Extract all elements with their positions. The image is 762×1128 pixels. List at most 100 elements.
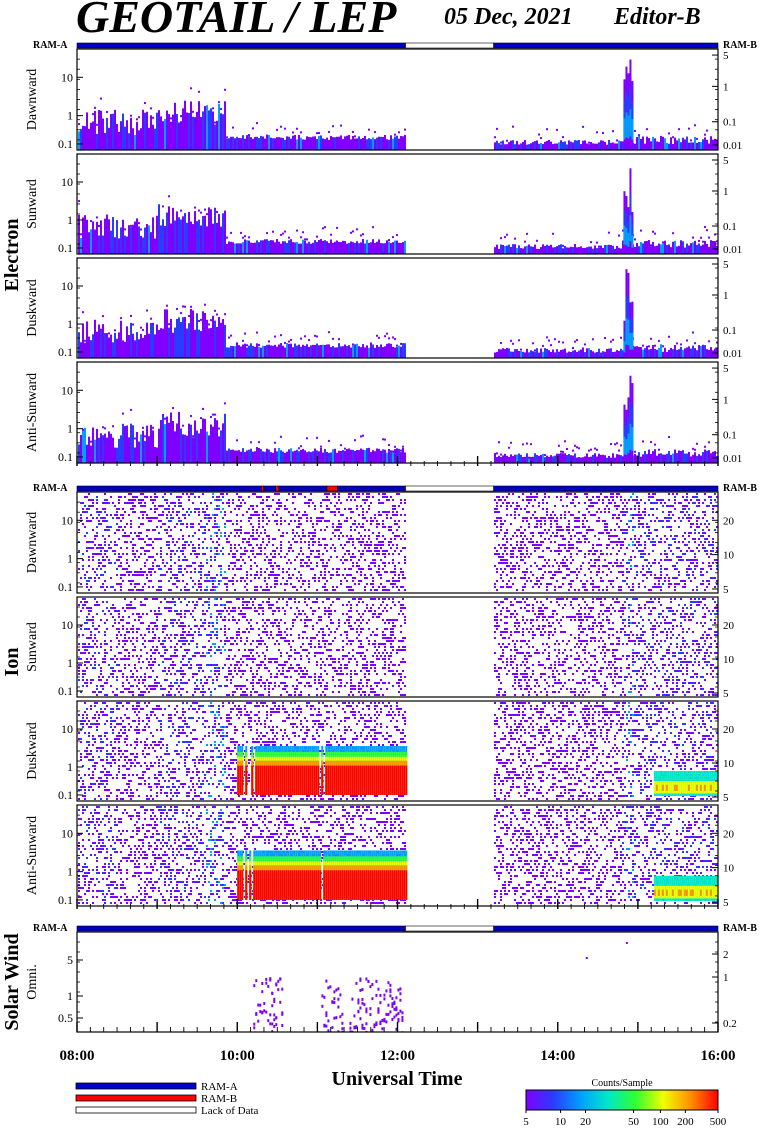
spectrum-cell bbox=[534, 453, 536, 463]
spectrum-cell bbox=[378, 571, 380, 573]
spectrum-cell bbox=[400, 586, 402, 588]
spectrum-cell bbox=[298, 553, 300, 555]
spectrum-cell bbox=[648, 496, 650, 498]
spectrum-cell bbox=[192, 493, 194, 495]
spectrum-cell bbox=[156, 508, 158, 510]
spectrum-cell bbox=[214, 418, 216, 463]
spectrum-cell bbox=[642, 243, 644, 254]
spectrum-cell bbox=[260, 553, 262, 555]
spectrum-cell bbox=[188, 499, 190, 501]
spectrum-cell bbox=[138, 535, 140, 537]
spectrum-cell bbox=[108, 127, 110, 150]
spectrum-cell bbox=[670, 454, 672, 463]
spectrum-cell bbox=[280, 450, 282, 463]
spectrum-cell bbox=[516, 349, 518, 358]
spectrum-cell bbox=[338, 496, 340, 498]
spectrum-cell bbox=[170, 117, 172, 120]
spectrum-cell bbox=[234, 450, 236, 463]
spectrum-cell bbox=[78, 200, 80, 203]
spectrum-cell bbox=[322, 138, 324, 150]
spectrum-cell bbox=[228, 541, 230, 543]
spectrum-cell bbox=[606, 553, 608, 555]
spectrum-cell bbox=[90, 520, 92, 522]
spectrum-cell bbox=[114, 550, 116, 552]
spectrum-cell bbox=[564, 517, 566, 519]
spectrum-cell bbox=[402, 547, 404, 549]
spectrum-cell bbox=[166, 309, 168, 358]
spectrum-cell bbox=[266, 134, 268, 137]
spectrum-cell bbox=[122, 673, 124, 675]
spectrum-cell bbox=[530, 496, 532, 498]
spectrum-cell bbox=[350, 231, 352, 234]
spectrum-cell bbox=[570, 547, 572, 549]
spectrum-cell bbox=[80, 601, 82, 603]
spectrum-cell bbox=[648, 345, 650, 348]
spectrum-cell bbox=[356, 241, 358, 254]
spectrum-cell bbox=[384, 589, 386, 591]
spectrum-cell bbox=[100, 670, 102, 672]
spectrum-cell bbox=[158, 514, 160, 516]
spectrum-cell bbox=[666, 574, 668, 576]
spectrum-cell bbox=[88, 577, 90, 579]
spectrum-cell bbox=[278, 508, 280, 510]
spectrum-cell bbox=[218, 526, 220, 528]
spectrum-cell bbox=[320, 445, 322, 448]
spectrum-cell bbox=[350, 517, 352, 519]
spectrum-cell bbox=[700, 236, 702, 239]
spectrum-cell bbox=[96, 496, 98, 498]
spectrum-cell bbox=[254, 511, 256, 513]
spectrum-cell bbox=[90, 607, 92, 609]
spectrum-cell bbox=[124, 541, 126, 543]
spectrum-cell bbox=[682, 535, 684, 537]
spectrum-cell bbox=[660, 344, 662, 358]
spectrum-cell bbox=[506, 559, 508, 561]
spectrum-cell bbox=[526, 580, 528, 582]
spectrum-cell bbox=[220, 532, 222, 534]
spectrum-cell bbox=[252, 514, 254, 516]
spectrum-cell bbox=[568, 247, 570, 254]
spectrum-cell bbox=[136, 550, 138, 552]
spectrum-cell bbox=[328, 130, 330, 133]
spectrum-cell bbox=[694, 240, 696, 254]
spectrum-cell bbox=[356, 505, 358, 507]
spectrum-cell bbox=[312, 523, 314, 525]
spectrum-cell bbox=[84, 664, 86, 666]
spectrum-cell bbox=[612, 514, 614, 516]
spectrum-cell bbox=[600, 352, 602, 358]
spectrum-cell bbox=[332, 574, 334, 576]
spectrum-cell bbox=[610, 529, 612, 531]
spectrum-cell bbox=[170, 520, 172, 522]
spectrum-cell bbox=[306, 136, 308, 150]
spectrum-cell bbox=[286, 242, 288, 254]
spectrum-cell bbox=[510, 562, 512, 564]
spectrum-cell bbox=[342, 547, 344, 549]
spectrum-cell bbox=[522, 248, 524, 254]
spectrum-cell bbox=[626, 529, 628, 531]
spectrum-cell bbox=[94, 106, 96, 109]
spectrum-cell bbox=[224, 210, 226, 254]
spectrum-cell bbox=[526, 442, 528, 445]
spectrum-cell bbox=[138, 589, 140, 591]
spectrum-cell bbox=[550, 455, 552, 463]
spectrum-cell bbox=[98, 577, 100, 579]
spectrum-cell bbox=[558, 553, 560, 555]
spectrum-cell bbox=[246, 577, 248, 579]
spectrum-cell bbox=[196, 222, 198, 254]
spectrum-cell bbox=[564, 348, 566, 358]
spectrum-cell bbox=[142, 499, 144, 501]
spectrum-cell bbox=[566, 493, 568, 495]
spectrum-cell bbox=[678, 349, 680, 358]
spectrum-cell bbox=[636, 346, 638, 358]
spectrum-cell bbox=[266, 239, 268, 254]
spectrum-cell bbox=[162, 505, 164, 507]
spectrum-cell bbox=[106, 550, 108, 552]
spectrum-cell bbox=[122, 568, 124, 570]
spectrum-cell bbox=[154, 511, 156, 513]
spectrum-cell bbox=[534, 511, 536, 513]
spectrum-cell bbox=[86, 541, 88, 543]
spectrum-cell bbox=[590, 571, 592, 573]
spectrum-cell bbox=[346, 449, 348, 463]
spectrum-cell bbox=[676, 562, 678, 564]
spectrum-cell bbox=[118, 526, 120, 528]
spectrum-cell bbox=[304, 450, 306, 463]
